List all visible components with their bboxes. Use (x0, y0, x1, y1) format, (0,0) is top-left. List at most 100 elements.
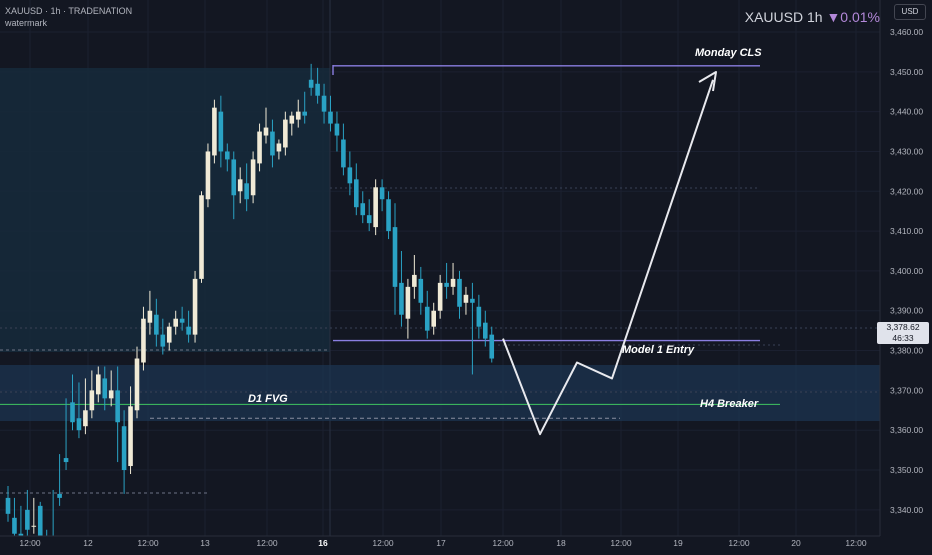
candle-body (231, 159, 236, 195)
candle-body (354, 179, 359, 207)
candle-body (238, 179, 243, 191)
price-tick-label: 3,350.00 (890, 465, 923, 475)
candle-body (322, 96, 327, 112)
candle-body (57, 494, 62, 498)
time-tick-label: 12:00 (372, 538, 394, 548)
candle-body (115, 390, 120, 422)
price-tick-label: 3,370.00 (890, 385, 923, 395)
candle-body (219, 112, 224, 152)
candle-body (6, 498, 11, 514)
candle-body (489, 335, 494, 359)
time-tick-label: 18 (556, 538, 566, 548)
candle-body (477, 307, 482, 327)
chart-header: XAUUSD · 1h · TRADENATION watermark (5, 5, 132, 29)
candle-body (83, 410, 88, 426)
candle-body (199, 195, 204, 279)
candle-body (425, 307, 430, 331)
price-tick-label: 3,390.00 (890, 306, 923, 316)
candle-body (186, 327, 191, 335)
candle-body (12, 518, 17, 534)
candle-body (109, 390, 114, 398)
candle-body (360, 203, 365, 215)
candle-body (464, 295, 469, 303)
symbol-legend[interactable]: XAUUSD 1h ▼0.01% (745, 9, 880, 25)
candle-body (348, 167, 353, 183)
candle-body (141, 319, 146, 363)
bar-countdown: 46:33 (877, 333, 929, 344)
candle-31 (206, 143, 211, 207)
candle-body (457, 279, 462, 307)
time-tick-label: 16 (318, 538, 328, 548)
candle-body (257, 132, 262, 164)
candle-body (264, 128, 269, 136)
candle-body (212, 108, 217, 156)
candle-body (70, 402, 75, 422)
price-tick-label: 3,420.00 (890, 186, 923, 196)
candle-body (148, 311, 153, 323)
candle-57 (373, 179, 378, 235)
candle-body (193, 279, 198, 335)
price-axis: 3,330.003,340.003,350.003,360.003,370.00… (880, 0, 932, 550)
candle-body (406, 287, 411, 319)
price-tick-label: 3,450.00 (890, 67, 923, 77)
candle-body (380, 187, 385, 199)
annotation-monday: Monday CLS (695, 47, 762, 59)
time-tick-label: 13 (200, 538, 210, 548)
candle-body (309, 80, 314, 88)
candle-body (154, 315, 159, 335)
header-watermark: watermark (5, 17, 132, 29)
candle-body (328, 112, 333, 124)
candle-body (451, 279, 456, 287)
price-tick-label: 3,410.00 (890, 226, 923, 236)
candle-29 (193, 271, 198, 343)
symbol-name: XAUUSD 1h (745, 9, 823, 25)
candle-body (277, 143, 282, 151)
candle-body (386, 199, 391, 231)
candle-body (296, 112, 301, 120)
time-tick-label: 12:00 (137, 538, 159, 548)
candle-body (102, 378, 107, 398)
time-tick-label: 12:00 (19, 538, 41, 548)
candle-body (161, 335, 166, 347)
candle-32 (212, 100, 217, 164)
currency-button[interactable]: USD (894, 4, 926, 20)
candle-body (470, 299, 475, 303)
time-tick-label: 12 (83, 538, 93, 548)
candle-body (32, 526, 37, 527)
annotation-fvg: D1 FVG (248, 393, 288, 405)
candle-body (393, 227, 398, 287)
candle-body (167, 327, 172, 343)
price-tick-label: 3,380.00 (890, 346, 923, 356)
candle-body (225, 151, 230, 159)
candle-body (367, 215, 372, 223)
candle-body (302, 112, 307, 116)
time-tick-label: 12:00 (728, 538, 750, 548)
candle-body (373, 187, 378, 227)
time-tick-label: 19 (673, 538, 683, 548)
price-tick-label: 3,360.00 (890, 425, 923, 435)
candle-body (173, 319, 178, 327)
candle-body (335, 124, 340, 136)
candle-body (483, 323, 488, 339)
candle-body (25, 510, 30, 530)
candle-body (315, 84, 320, 96)
candle-body (438, 283, 443, 311)
time-tick-label: 17 (436, 538, 446, 548)
last-price-tag: 3,378.62 46:33 (877, 322, 929, 344)
header-title: XAUUSD · 1h · TRADENATION (5, 5, 132, 17)
price-tick-label: 3,400.00 (890, 266, 923, 276)
candle-body (431, 311, 436, 327)
candle-body (96, 374, 101, 394)
symbol-change: ▼0.01% (826, 9, 880, 25)
candle-body (444, 283, 449, 287)
candle-body (290, 116, 295, 124)
candle-body (135, 359, 140, 411)
candle-body (64, 458, 69, 462)
candle-body (77, 418, 82, 430)
price-tick-label: 3,340.00 (890, 505, 923, 515)
time-tick-label: 12:00 (845, 538, 867, 548)
price-tick-label: 3,460.00 (890, 27, 923, 37)
